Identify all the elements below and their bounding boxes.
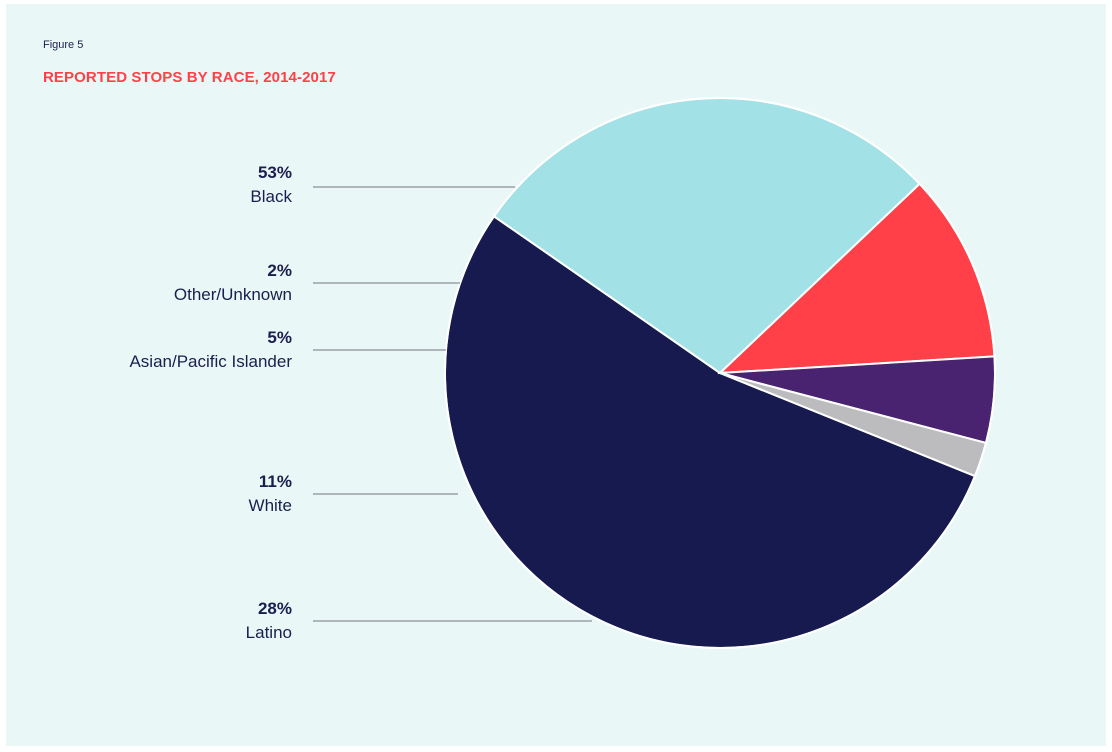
pie-slices [444,97,996,649]
category-label-black: Black [250,187,292,206]
data-label-asian-pacific-islander: 5% [267,328,292,347]
data-label-white: 11% [259,472,292,491]
pie-labels: 53% Black 28% Latino 11% White 5% Asian/Pacific… [129,163,592,642]
pie-outline [444,97,996,649]
category-label-asian-pacific-islander: Asian/Pacific Islander [129,352,292,371]
data-label-latino: 28% [258,599,292,618]
figure-label: Figure 5 [43,39,84,51]
category-label-other-unknown: Other/Unknown [174,285,292,304]
category-label-white: White [249,496,292,515]
category-label-latino: Latino [246,623,292,642]
data-label-black: 53% [258,163,292,182]
chart-title: REPORTED STOPS BY RACE, 2014-2017 [43,69,336,86]
data-label-other-unknown: 2% [267,261,292,280]
